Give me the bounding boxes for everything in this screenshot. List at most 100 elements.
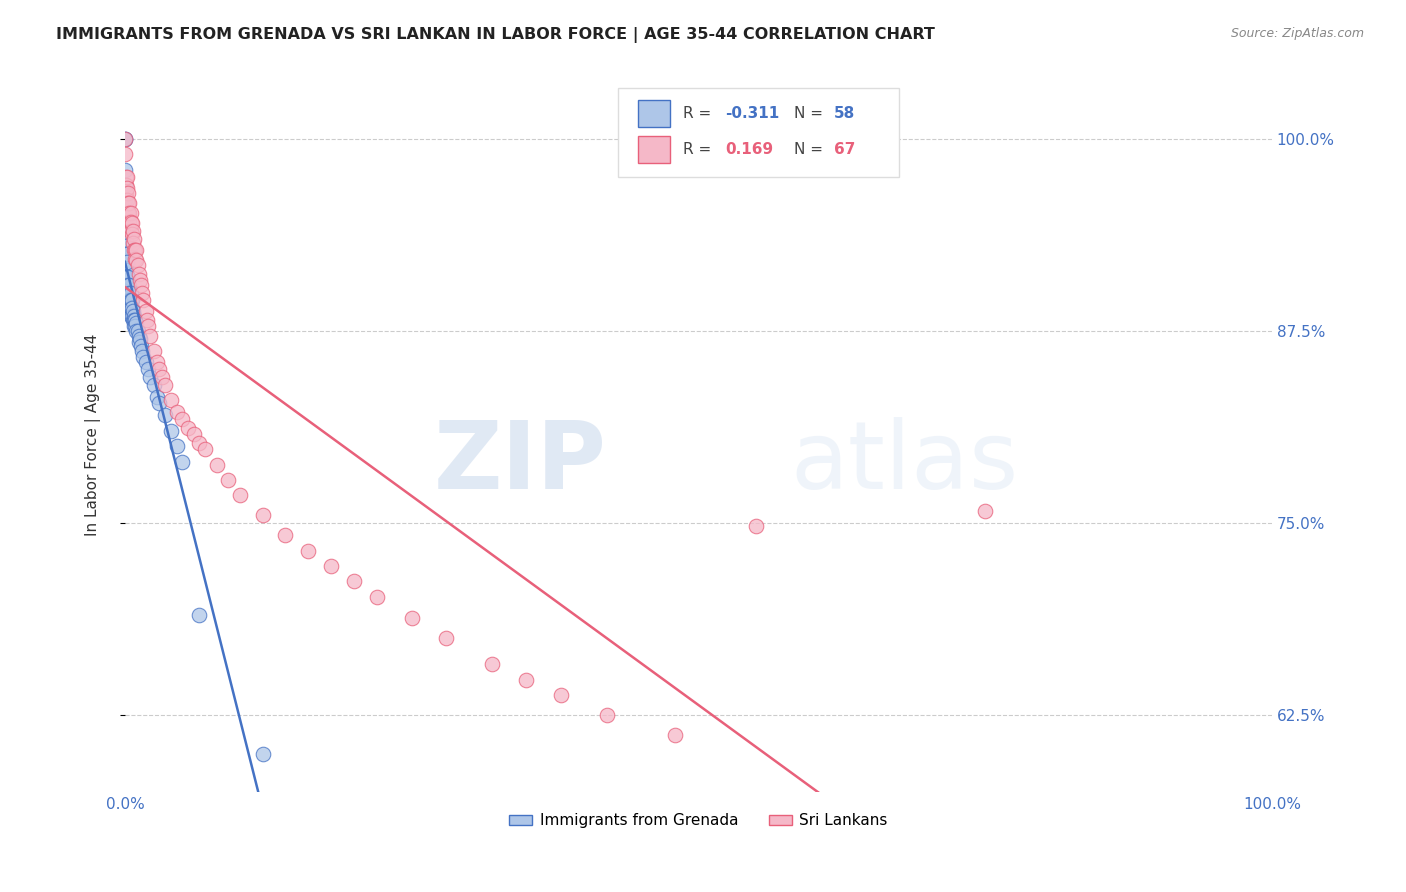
Point bbox=[139, 370, 162, 384]
Point bbox=[115, 232, 138, 246]
Point bbox=[115, 239, 138, 253]
Point bbox=[125, 324, 148, 338]
Point bbox=[127, 258, 149, 272]
Point bbox=[128, 332, 150, 346]
FancyBboxPatch shape bbox=[637, 100, 669, 128]
Point bbox=[118, 293, 141, 308]
Point bbox=[124, 252, 146, 266]
Point bbox=[120, 215, 142, 229]
Text: Source: ZipAtlas.com: Source: ZipAtlas.com bbox=[1230, 27, 1364, 40]
Point bbox=[146, 390, 169, 404]
Point bbox=[166, 439, 188, 453]
Point bbox=[120, 205, 142, 219]
Point bbox=[120, 224, 142, 238]
Point bbox=[115, 277, 138, 292]
Point bbox=[515, 673, 537, 687]
Point bbox=[343, 574, 366, 589]
Text: -0.311: -0.311 bbox=[724, 106, 779, 121]
Point bbox=[142, 343, 165, 358]
Point bbox=[124, 313, 146, 327]
Point bbox=[115, 270, 138, 285]
Point bbox=[122, 243, 145, 257]
Point bbox=[122, 309, 145, 323]
Point bbox=[117, 186, 139, 200]
Point bbox=[135, 304, 157, 318]
Point bbox=[125, 243, 148, 257]
Point bbox=[118, 285, 141, 300]
Point bbox=[121, 227, 143, 242]
Point bbox=[125, 253, 148, 268]
Point bbox=[120, 285, 142, 300]
Point bbox=[115, 170, 138, 185]
Point bbox=[481, 657, 503, 672]
Point bbox=[166, 405, 188, 419]
Point bbox=[128, 267, 150, 281]
Text: IMMIGRANTS FROM GRENADA VS SRI LANKAN IN LABOR FORCE | AGE 35-44 CORRELATION CHA: IMMIGRANTS FROM GRENADA VS SRI LANKAN IN… bbox=[56, 27, 935, 43]
Point bbox=[153, 377, 176, 392]
Point bbox=[129, 277, 152, 292]
Point bbox=[117, 293, 139, 308]
Point bbox=[114, 132, 136, 146]
Point bbox=[131, 343, 153, 358]
Point bbox=[252, 508, 274, 523]
Point bbox=[139, 328, 162, 343]
Point bbox=[114, 194, 136, 208]
Point bbox=[115, 255, 138, 269]
Point bbox=[115, 178, 138, 192]
Point bbox=[127, 324, 149, 338]
Point bbox=[120, 293, 142, 308]
Point bbox=[132, 293, 155, 308]
Point bbox=[148, 396, 170, 410]
Point bbox=[118, 277, 141, 292]
Point bbox=[114, 224, 136, 238]
Point bbox=[124, 319, 146, 334]
Point bbox=[122, 224, 145, 238]
Point bbox=[128, 273, 150, 287]
Text: R =: R = bbox=[683, 106, 717, 121]
Text: N =: N = bbox=[793, 106, 828, 121]
Point bbox=[321, 559, 343, 574]
Point bbox=[120, 301, 142, 315]
Point bbox=[128, 328, 150, 343]
Point bbox=[148, 362, 170, 376]
Point bbox=[115, 247, 138, 261]
Point bbox=[124, 243, 146, 257]
Point bbox=[664, 728, 686, 742]
Point bbox=[745, 519, 768, 533]
Point bbox=[974, 504, 997, 518]
Text: R =: R = bbox=[683, 142, 717, 157]
Point bbox=[122, 319, 145, 334]
Point bbox=[159, 393, 181, 408]
Point bbox=[114, 132, 136, 146]
Point bbox=[274, 528, 297, 542]
Point bbox=[159, 424, 181, 438]
FancyBboxPatch shape bbox=[619, 88, 898, 178]
Text: 0.169: 0.169 bbox=[724, 142, 773, 157]
Point bbox=[120, 309, 142, 323]
Point bbox=[136, 319, 159, 334]
Point bbox=[115, 255, 138, 269]
Text: 58: 58 bbox=[834, 106, 855, 121]
Y-axis label: In Labor Force | Age 35-44: In Labor Force | Age 35-44 bbox=[86, 334, 101, 536]
Point bbox=[117, 277, 139, 292]
Text: 67: 67 bbox=[834, 142, 855, 157]
Point bbox=[115, 186, 138, 200]
Point bbox=[188, 436, 211, 450]
Point bbox=[122, 313, 145, 327]
Point bbox=[121, 301, 143, 315]
Point bbox=[550, 688, 572, 702]
Point bbox=[217, 473, 239, 487]
Point bbox=[122, 236, 145, 251]
Point bbox=[146, 355, 169, 369]
Point bbox=[205, 458, 228, 472]
Point bbox=[128, 334, 150, 349]
Point bbox=[172, 411, 194, 425]
Point bbox=[366, 590, 388, 604]
Text: ZIP: ZIP bbox=[434, 417, 606, 509]
Point bbox=[595, 708, 617, 723]
Point bbox=[117, 285, 139, 300]
Point bbox=[115, 262, 138, 277]
Point bbox=[135, 355, 157, 369]
Point bbox=[132, 350, 155, 364]
Point bbox=[115, 270, 138, 285]
